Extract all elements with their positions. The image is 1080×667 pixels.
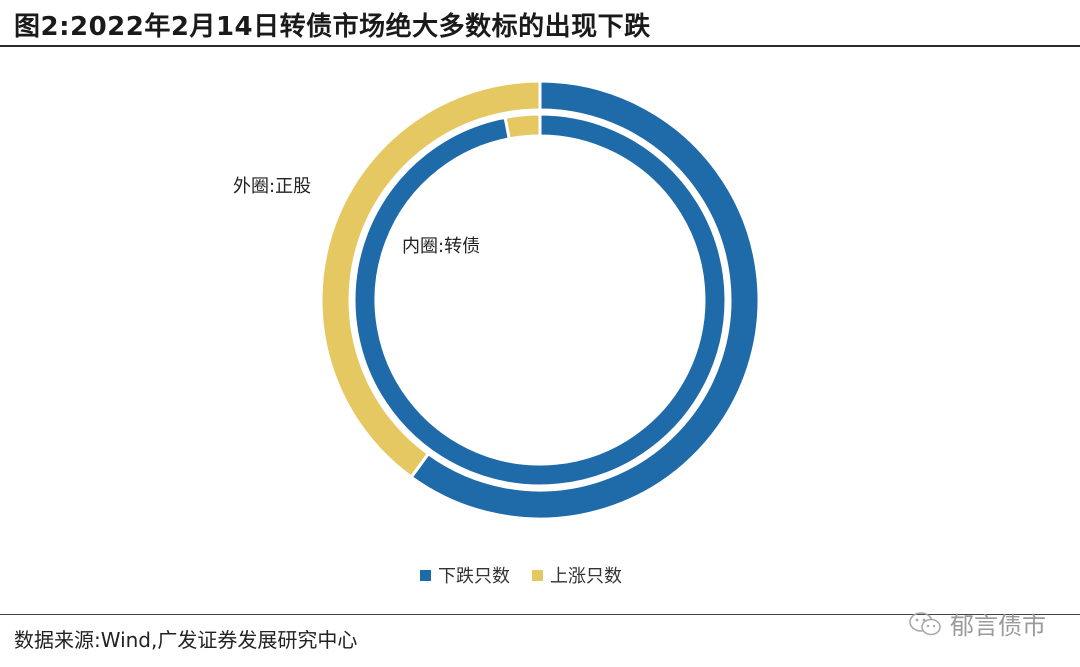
inner-ring xyxy=(352,112,728,488)
legend-swatch-up xyxy=(532,569,543,581)
footer-divider xyxy=(0,614,1080,615)
legend-label-up: 上涨只数 xyxy=(550,566,622,587)
legend-item-up: 上涨只数 xyxy=(532,562,622,588)
outer-slice-up xyxy=(319,79,542,480)
inner-ring-label: 内圈:转债 xyxy=(402,236,481,257)
watermark-text: 郁言债市 xyxy=(950,612,1046,640)
wechat-icon xyxy=(909,611,941,635)
legend-swatch-down xyxy=(420,569,431,581)
legend-label-down: 下跌只数 xyxy=(438,566,510,587)
inner-slice-up xyxy=(503,112,542,141)
page-title: 图2:2022年2月14日转债市场绝大多数标的出现下跌 xyxy=(14,12,651,42)
legend-item-down: 下跌只数 xyxy=(420,562,510,588)
title-divider xyxy=(0,45,1080,47)
data-source: 数据来源:Wind,广发证券发展研究中心 xyxy=(14,628,358,652)
outer-ring-label: 外圈:正股 xyxy=(233,176,312,197)
legend: 下跌只数 上涨只数 xyxy=(420,562,644,588)
outer-ring xyxy=(319,79,761,521)
nested-donut-chart xyxy=(319,79,761,521)
watermark: 郁言债市 xyxy=(908,606,1046,641)
inner-slice-down xyxy=(352,112,728,488)
